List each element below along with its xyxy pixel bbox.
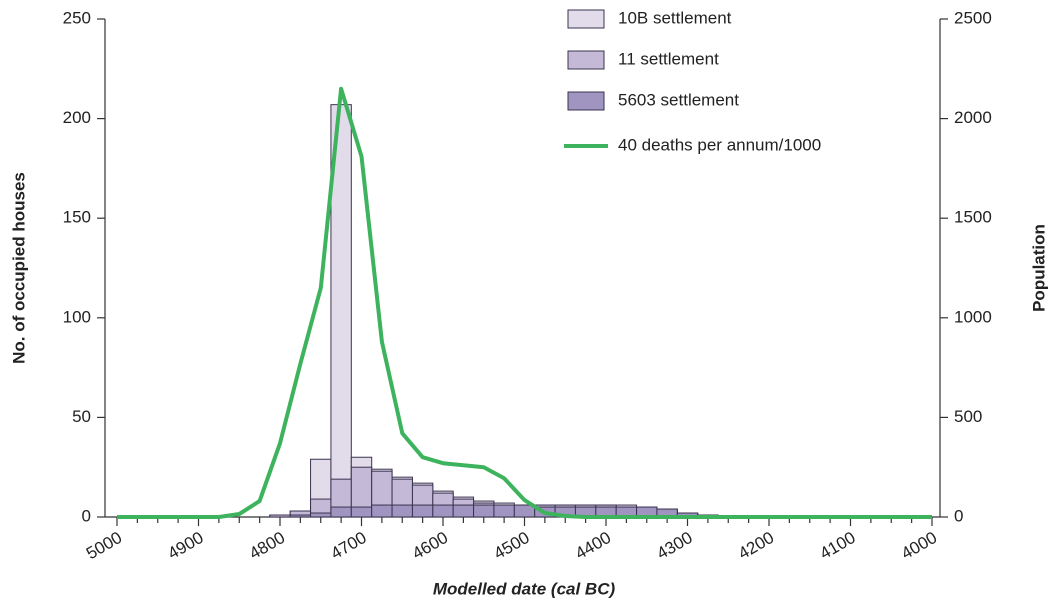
y-tick-label: 100	[63, 307, 91, 326]
histogram-bar	[473, 504, 495, 518]
x-tick-label: 4900	[164, 528, 206, 563]
y2-tick-label: 0	[954, 506, 963, 525]
x-tick-label: 5000	[83, 528, 125, 563]
legend-swatch	[567, 91, 605, 111]
x-tick-label: 4700	[327, 528, 369, 563]
y2-axis-title: Population	[1029, 224, 1048, 312]
histogram-bar	[310, 512, 332, 518]
legend-label: 11 settlement	[618, 49, 719, 68]
y2-tick-label: 1500	[954, 208, 992, 227]
y2-tick-label: 2500	[954, 8, 992, 27]
y2-tick-label: 500	[954, 407, 982, 426]
y-tick-label: 0	[82, 506, 91, 525]
y-tick-label: 250	[63, 8, 91, 27]
y2-tick-label: 2000	[954, 108, 992, 127]
x-tick-label: 4200	[735, 528, 777, 563]
legend-label: 5603 settlement	[618, 90, 739, 109]
y-axis-title: No. of occupied houses	[9, 172, 28, 364]
histogram-bar	[371, 504, 393, 518]
histogram-bar	[269, 514, 291, 518]
histogram-bar	[432, 504, 454, 518]
histogram-bar	[289, 514, 312, 518]
x-tick-label: 4400	[572, 528, 614, 563]
histogram-bar	[350, 506, 373, 518]
x-tick-label: 4000	[898, 528, 940, 563]
x-tick-label: 4800	[246, 528, 288, 563]
histogram-bar	[330, 506, 352, 518]
x-tick-label: 4300	[653, 528, 695, 563]
y2-tick-label: 1000	[954, 307, 992, 326]
x-tick-label: 4500	[490, 528, 532, 563]
x-axis-title: Modelled date (cal BC)	[433, 579, 616, 598]
x-tick-label: 4600	[409, 528, 451, 563]
legend-swatch	[567, 50, 605, 70]
population-line	[117, 86, 932, 519]
histogram-bar	[391, 504, 413, 518]
y-tick-label: 50	[72, 407, 91, 426]
y-tick-label: 150	[63, 208, 91, 227]
histogram-bar	[493, 504, 515, 518]
x-tick-label: 4100	[816, 528, 858, 563]
legend-label: 40 deaths per annum/1000	[618, 135, 821, 154]
y-tick-label: 200	[63, 108, 91, 127]
histogram-bar	[411, 504, 434, 518]
legend-swatch	[567, 9, 605, 29]
legend-label: 10B settlement	[618, 8, 732, 27]
histogram-bar	[452, 504, 475, 518]
